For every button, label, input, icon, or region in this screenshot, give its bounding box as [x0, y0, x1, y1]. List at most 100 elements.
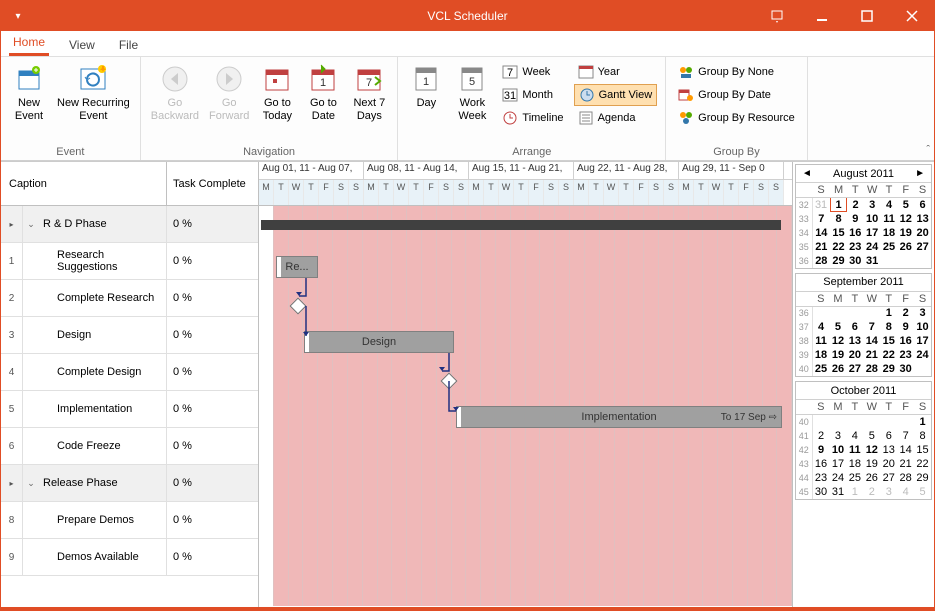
tab-view[interactable]: View: [65, 34, 99, 56]
calendar-day[interactable]: 1: [846, 485, 863, 499]
task-row[interactable]: 5Implementation0 %: [1, 391, 258, 428]
calendar-day[interactable]: 27: [914, 240, 931, 254]
calendar-day[interactable]: 11: [881, 212, 898, 226]
workweek-view-button[interactable]: 5WorkWeek: [450, 59, 494, 129]
calendar-day[interactable]: 24: [914, 348, 931, 362]
calendar-day[interactable]: 28: [863, 362, 880, 376]
task-row[interactable]: ▸⌄Release Phase0 %: [1, 465, 258, 502]
calendar-day[interactable]: 14: [897, 443, 914, 457]
calendar-day[interactable]: 19: [897, 226, 914, 240]
new-recurring-button[interactable]: New RecurringEvent: [53, 59, 134, 129]
calendar-day[interactable]: 31: [864, 254, 881, 268]
group-resource-button[interactable]: Group By Resource: [674, 107, 799, 129]
calendar-day[interactable]: 17: [914, 334, 931, 348]
task-bar[interactable]: Design: [304, 331, 454, 353]
mini-calendar[interactable]: October 2011SMTWTFS401412345678429101112…: [795, 381, 932, 500]
calendar-day[interactable]: 1: [914, 415, 931, 429]
calendar-day[interactable]: 23: [812, 471, 830, 485]
task-row[interactable]: 8Prepare Demos0 %: [1, 502, 258, 539]
calendar-day[interactable]: 5: [897, 198, 914, 212]
calendar-day[interactable]: 9: [812, 443, 830, 457]
new-event-button[interactable]: NewEvent: [7, 59, 51, 129]
calendar-day[interactable]: 29: [830, 254, 847, 268]
calendar-day[interactable]: 30: [897, 362, 914, 376]
agenda-view-button[interactable]: Agenda: [574, 107, 658, 129]
col-caption[interactable]: Caption: [1, 162, 167, 205]
calendar-day[interactable]: 10: [864, 212, 881, 226]
year-view-button[interactable]: Year: [574, 61, 658, 83]
goto-date-button[interactable]: 1Go toDate: [301, 59, 345, 129]
calendar-day[interactable]: 2: [897, 306, 914, 320]
calendar-day[interactable]: 27: [880, 471, 897, 485]
calendar-day[interactable]: 28: [812, 254, 830, 268]
task-row[interactable]: 3Design0 %: [1, 317, 258, 354]
tab-home[interactable]: Home: [9, 31, 49, 56]
calendar-day[interactable]: 5: [830, 320, 847, 334]
calendar-day[interactable]: 18: [812, 348, 830, 362]
minimize-button[interactable]: [799, 1, 844, 31]
calendar-day[interactable]: 21: [812, 240, 830, 254]
qat-dropdown-icon[interactable]: ▾: [9, 7, 27, 25]
calendar-day[interactable]: 24: [830, 471, 847, 485]
calendar-day[interactable]: 4: [897, 485, 914, 499]
calendar-day[interactable]: 25: [812, 362, 830, 376]
phase-bar[interactable]: [261, 220, 781, 230]
timeline-view-button[interactable]: Timeline: [498, 107, 567, 129]
calendar-day[interactable]: 14: [863, 334, 880, 348]
calendar-day[interactable]: 7: [812, 212, 830, 226]
calendar-day[interactable]: 13: [846, 334, 863, 348]
calendar-day[interactable]: 23: [897, 348, 914, 362]
calendar-day[interactable]: 9: [897, 320, 914, 334]
next-month-icon[interactable]: ►: [911, 168, 929, 179]
gantt-chart[interactable]: Aug 01, 11 - Aug 07,Aug 08, 11 - Aug 14,…: [259, 162, 792, 607]
calendar-day[interactable]: 29: [914, 471, 931, 485]
calendar-day[interactable]: 18: [846, 457, 863, 471]
calendar-day[interactable]: 2: [863, 485, 880, 499]
group-date-button[interactable]: Group By Date: [674, 84, 799, 106]
ribbon-options-button[interactable]: [754, 1, 799, 31]
calendar-day[interactable]: 2: [812, 429, 830, 443]
group-none-button[interactable]: Group By None: [674, 61, 799, 83]
calendar-day[interactable]: 7: [863, 320, 880, 334]
calendar-day[interactable]: 25: [881, 240, 898, 254]
task-bar[interactable]: Re...: [276, 256, 318, 278]
calendar-day[interactable]: 3: [914, 306, 931, 320]
calendar-day[interactable]: 18: [881, 226, 898, 240]
calendar-day[interactable]: 21: [863, 348, 880, 362]
calendar-day[interactable]: 24: [864, 240, 881, 254]
calendar-day[interactable]: 17: [864, 226, 881, 240]
calendar-day[interactable]: 20: [880, 457, 897, 471]
calendar-day[interactable]: 11: [846, 443, 863, 457]
task-row[interactable]: 6Code Freeze0 %: [1, 428, 258, 465]
mini-calendar[interactable]: ◄August 2011►SMTWTFS32311234563378910111…: [795, 164, 932, 269]
calendar-day[interactable]: 8: [830, 212, 847, 226]
calendar-day[interactable]: 22: [880, 348, 897, 362]
calendar-day[interactable]: 5: [863, 429, 880, 443]
calendar-day[interactable]: 30: [847, 254, 864, 268]
calendar-day[interactable]: 31: [812, 198, 830, 212]
calendar-day[interactable]: 29: [880, 362, 897, 376]
calendar-day[interactable]: 9: [847, 212, 864, 226]
task-row[interactable]: 9Demos Available0 %: [1, 539, 258, 576]
calendar-day[interactable]: 31: [830, 485, 847, 499]
calendar-day[interactable]: 6: [846, 320, 863, 334]
calendar-day[interactable]: 7: [897, 429, 914, 443]
calendar-day[interactable]: 19: [863, 457, 880, 471]
calendar-day[interactable]: 4: [846, 429, 863, 443]
calendar-day[interactable]: 21: [897, 457, 914, 471]
calendar-day[interactable]: 17: [830, 457, 847, 471]
calendar-day[interactable]: 26: [830, 362, 847, 376]
calendar-day[interactable]: 12: [863, 443, 880, 457]
calendar-day[interactable]: 22: [914, 457, 931, 471]
calendar-day[interactable]: 25: [846, 471, 863, 485]
calendar-day[interactable]: 4: [881, 198, 898, 212]
mini-calendar[interactable]: September 2011SMTWTFS3612337456789103811…: [795, 273, 932, 378]
calendar-day[interactable]: 27: [846, 362, 863, 376]
calendar-day[interactable]: 20: [914, 226, 931, 240]
day-view-button[interactable]: 1Day: [404, 59, 448, 129]
calendar-day[interactable]: 28: [897, 471, 914, 485]
task-bar[interactable]: ImplementationTo 17 Sep ⇨: [456, 406, 782, 428]
month-view-button[interactable]: 31Month: [498, 84, 567, 106]
maximize-button[interactable]: [844, 1, 889, 31]
calendar-day[interactable]: 26: [897, 240, 914, 254]
